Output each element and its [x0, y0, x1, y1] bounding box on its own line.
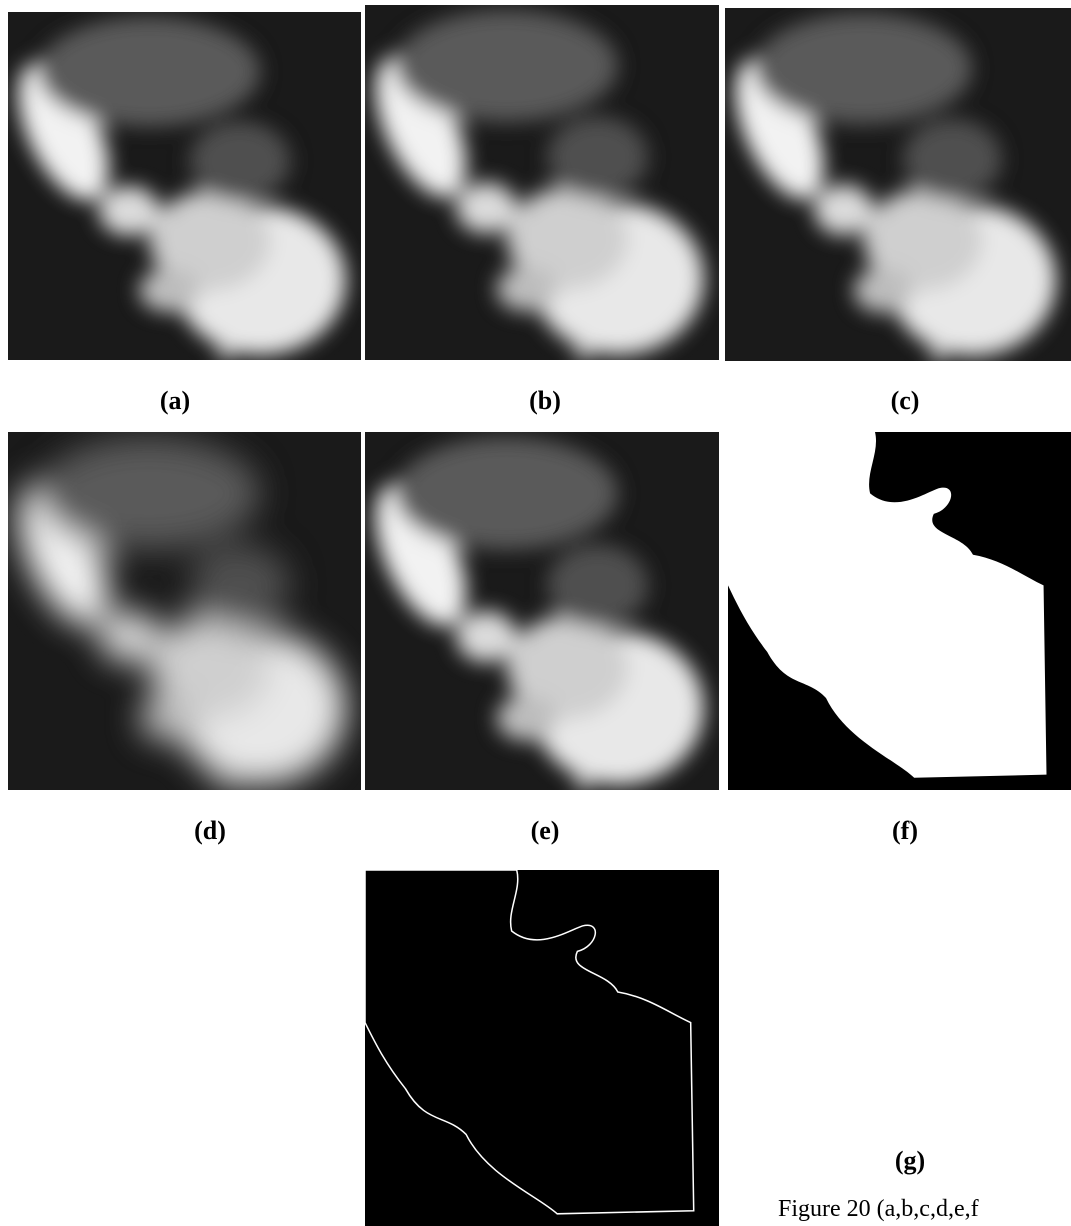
panel-label: (a) — [160, 386, 190, 416]
panel-image — [8, 12, 361, 360]
panel-label: (g) — [895, 1146, 925, 1176]
panel-label: (b) — [529, 386, 561, 416]
panel-image — [365, 432, 719, 790]
figure-caption: Figure 20 (a,b,c,d,e,f — [778, 1196, 979, 1223]
panel-label: (e) — [531, 816, 560, 846]
panel-image — [728, 432, 1071, 790]
panel-label: (f) — [892, 816, 918, 846]
panel-image — [8, 432, 361, 790]
panel-image — [725, 8, 1071, 361]
panel-image — [365, 5, 719, 360]
figure-page: (a) (b) (c) (d) (e) (f) (g) Figure 20 (a,b,c,d,… — [0, 0, 1071, 1226]
panel-image — [365, 870, 719, 1226]
panel-label: (d) — [194, 816, 226, 846]
panel-label: (c) — [891, 386, 920, 416]
